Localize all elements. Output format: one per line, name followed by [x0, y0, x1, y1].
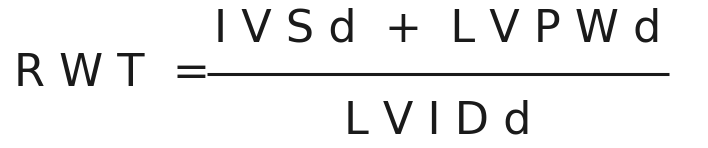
Text: L V I D d: L V I D d [344, 99, 532, 142]
Text: R W T  =: R W T = [13, 52, 210, 95]
Text: I V S d  +  L V P W d: I V S d + L V P W d [215, 8, 662, 51]
